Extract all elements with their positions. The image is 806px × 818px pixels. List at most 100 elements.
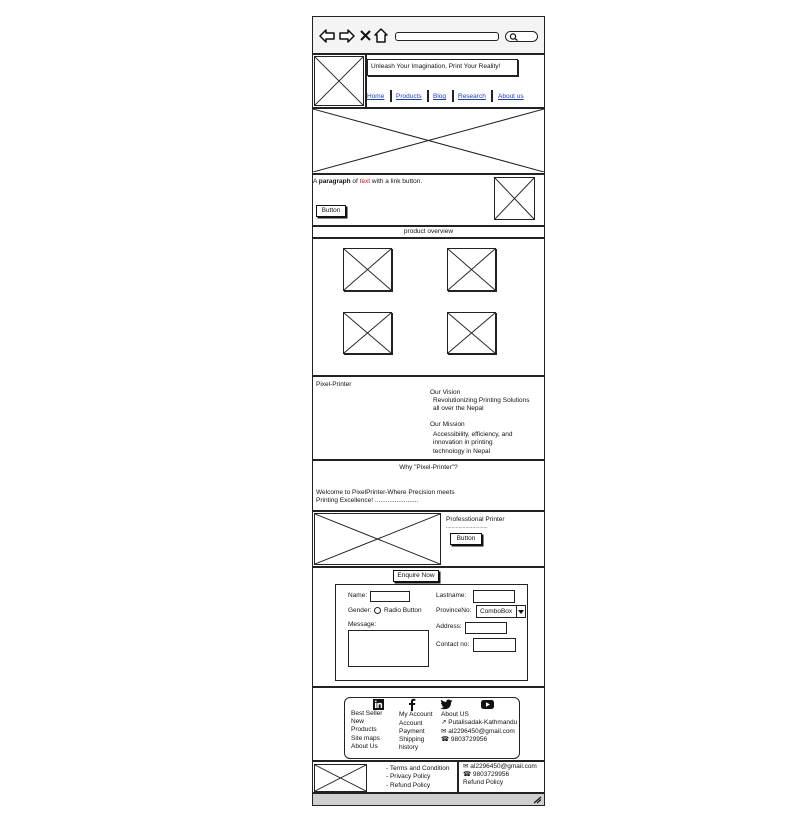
gender-radio[interactable] (374, 607, 381, 614)
why-text: Printing Excellence! ...................… (316, 497, 419, 504)
name-field[interactable] (370, 591, 410, 602)
twitter-icon[interactable] (440, 699, 453, 710)
lastname-field[interactable] (473, 590, 515, 603)
nav-research[interactable]: Research (458, 93, 486, 100)
terms-link[interactable]: - Terms and Condition (386, 765, 450, 772)
pro-printer-section: Professtional Printer ..................… (312, 511, 545, 567)
status-bar (312, 793, 545, 806)
lastname-label: Lastname: (436, 592, 467, 599)
close-icon[interactable] (360, 30, 371, 41)
footer-about-title: About US (441, 711, 469, 718)
footer-card: Best Seller New Products Site maps About… (344, 697, 520, 759)
brand-name: Pixel-Printer (316, 381, 352, 388)
linkedin-icon[interactable] (373, 699, 384, 710)
footer-phone: ☎ 9803729956 (441, 736, 488, 743)
search-input[interactable] (505, 31, 538, 42)
footer-link[interactable]: Products (351, 726, 377, 733)
enquire-now-button[interactable]: Enquire Now (393, 570, 439, 582)
footer-link[interactable]: Shipping (399, 736, 425, 743)
radio-label: Radio Button (384, 607, 422, 614)
email-icon: ✉ (463, 763, 469, 770)
enquiry-section: Enquire Now Name: Lastname: Gender: Radi… (312, 567, 545, 687)
overview-title: product overview (403, 228, 454, 235)
enquiry-form: Name: Lastname: Gender: Radio Button Pro… (335, 584, 528, 681)
nav-about-us[interactable]: About us (498, 93, 524, 100)
hero-banner (312, 108, 545, 174)
why-section: Why "Pixel-Printer"? Welcome to PixelPri… (312, 460, 545, 511)
footer-link[interactable]: About Us (351, 743, 378, 750)
hero-image-placeholder (313, 109, 544, 172)
footer-link[interactable]: Payment (399, 728, 425, 735)
bottom-logo-placeholder (314, 764, 367, 792)
phone-icon: ☎ (441, 736, 450, 743)
name-label: Name: (348, 592, 368, 599)
arrow-left-icon[interactable] (319, 29, 335, 43)
footer-address: ↗ Putalisadak-Kathmandu (441, 719, 518, 726)
mission-line: innovation in printing (433, 439, 493, 446)
chevron-down-icon (518, 610, 524, 614)
pro-printer-title: Professtional Printer (446, 516, 505, 523)
province-label: ProvinceNo: (436, 607, 472, 614)
message-textarea[interactable] (348, 630, 429, 667)
intro-image-placeholder (494, 177, 535, 220)
address-field[interactable] (465, 622, 507, 634)
nav-home[interactable]: Home (367, 93, 385, 100)
refund-link[interactable]: - Refund Policy (386, 782, 431, 789)
tagline-box: Unleash Your Imagination, Print Your Rea… (367, 59, 518, 76)
combobox-value: ComboBox (480, 608, 513, 615)
contact-label: Contact no: (436, 641, 470, 648)
pro-printer-image (314, 513, 441, 565)
product-grid (312, 238, 545, 376)
message-label: Message: (348, 621, 377, 628)
arrow-right-icon[interactable] (339, 29, 355, 43)
privacy-link[interactable]: - Privacy Policy (386, 773, 431, 780)
footer-link[interactable]: Account (399, 720, 423, 727)
logo-placeholder (314, 56, 364, 106)
mission-line: technology in Nepal (433, 448, 491, 455)
pro-printer-dots: .............................. (446, 524, 488, 530)
address-label: Address: (436, 623, 462, 630)
mission-line: Accessibility, efficiency, and (433, 431, 513, 438)
vision-title: Our Vision (430, 389, 461, 396)
tagline: Unleash Your Imagination, Print Your Rea… (371, 63, 501, 70)
address-bar[interactable] (395, 32, 499, 41)
footer-link[interactable]: New (351, 718, 365, 725)
bottom-refund[interactable]: Refund Policy (463, 779, 504, 786)
product-image-2[interactable] (447, 248, 496, 291)
email-icon: ✉ (441, 728, 447, 735)
footer-link[interactable]: history (399, 744, 419, 751)
why-text: Welcome to PixelPrinter-Where Precision … (316, 489, 455, 496)
site-header: Unleash Your Imagination, Print Your Rea… (312, 54, 545, 108)
footer-email: ✉ al2296450@gmail.com (441, 728, 515, 735)
facebook-icon[interactable] (408, 698, 416, 711)
about-section: Pixel-Printer Our Vision Revolutionizing… (312, 376, 545, 460)
product-image-4[interactable] (447, 312, 496, 354)
intro-paragraph: A paragraph of text with a link button. (313, 178, 423, 185)
footer-link[interactable]: Best Seller (351, 710, 383, 717)
footer-section: Best Seller New Products Site maps About… (312, 687, 545, 761)
home-icon[interactable] (374, 28, 388, 43)
bottom-phone: ☎ 9803729956 (463, 771, 510, 778)
footer-link[interactable]: My Account (399, 711, 433, 718)
vision-line: all over the Nepal (433, 405, 484, 412)
gender-label: Gender: (348, 607, 372, 614)
intro-section: A paragraph of text with a link button. … (312, 174, 545, 226)
pro-printer-button[interactable]: Button (450, 533, 482, 545)
product-image-1[interactable] (343, 248, 392, 291)
intro-button[interactable]: Button (316, 205, 346, 217)
search-icon (509, 33, 518, 41)
youtube-icon[interactable] (481, 700, 494, 709)
nav-blog[interactable]: Blog (433, 93, 447, 100)
contact-field[interactable] (473, 638, 516, 652)
vision-line: Revolutionizing Printing Solutions (433, 397, 530, 404)
province-combobox[interactable]: ComboBox (476, 605, 526, 618)
resize-handle-icon[interactable] (533, 796, 542, 804)
footer-link[interactable]: Site maps (351, 735, 380, 742)
nav-products[interactable]: Products (396, 93, 422, 100)
why-title: Why "Pixel-Printer"? (399, 464, 458, 471)
mission-title: Our Mission (430, 421, 465, 428)
bottom-email: ✉ al2296450@gmail.com (463, 763, 537, 770)
location-pin-icon: ↗ (441, 719, 447, 726)
product-image-3[interactable] (343, 312, 392, 354)
overview-title-bar: product overview (312, 226, 545, 238)
